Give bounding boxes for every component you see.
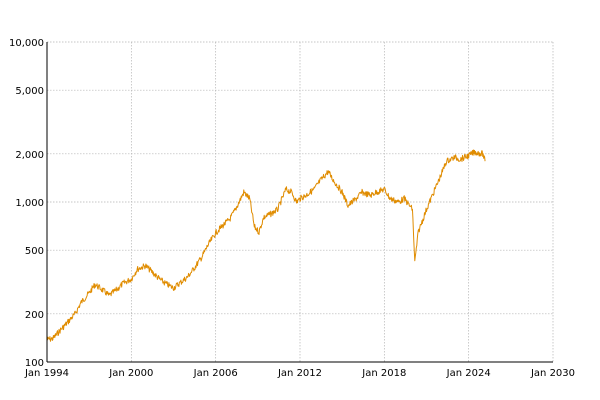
y-tick-label: 100 — [25, 358, 44, 369]
x-tick-label: Jan 2000 — [108, 368, 153, 379]
x-tick-label: Jan 2024 — [446, 368, 491, 379]
y-tick-label: 10,000 — [9, 38, 44, 49]
x-tick-label: Jan 2012 — [277, 368, 322, 379]
series-line — [46, 149, 486, 342]
axes: Jan 1994 Jan 2000 Jan 2006 Jan 2012 Jan 2018… — [9, 38, 575, 379]
x-tick-label: Jan 1994 — [24, 368, 69, 379]
y-tick-label: 2,000 — [15, 150, 44, 161]
y-tick-label: 1,000 — [15, 198, 44, 209]
x-tick-label: Jan 2030 — [530, 368, 575, 379]
x-tick-label: Jan 2018 — [361, 368, 406, 379]
y-tick-label: 5,000 — [15, 86, 44, 97]
y-tick-label: 500 — [25, 246, 44, 257]
series-layer — [46, 149, 486, 342]
y-tick-label: 200 — [25, 310, 44, 321]
x-tick-label: Jan 2006 — [193, 368, 238, 379]
grid — [46, 41, 554, 363]
